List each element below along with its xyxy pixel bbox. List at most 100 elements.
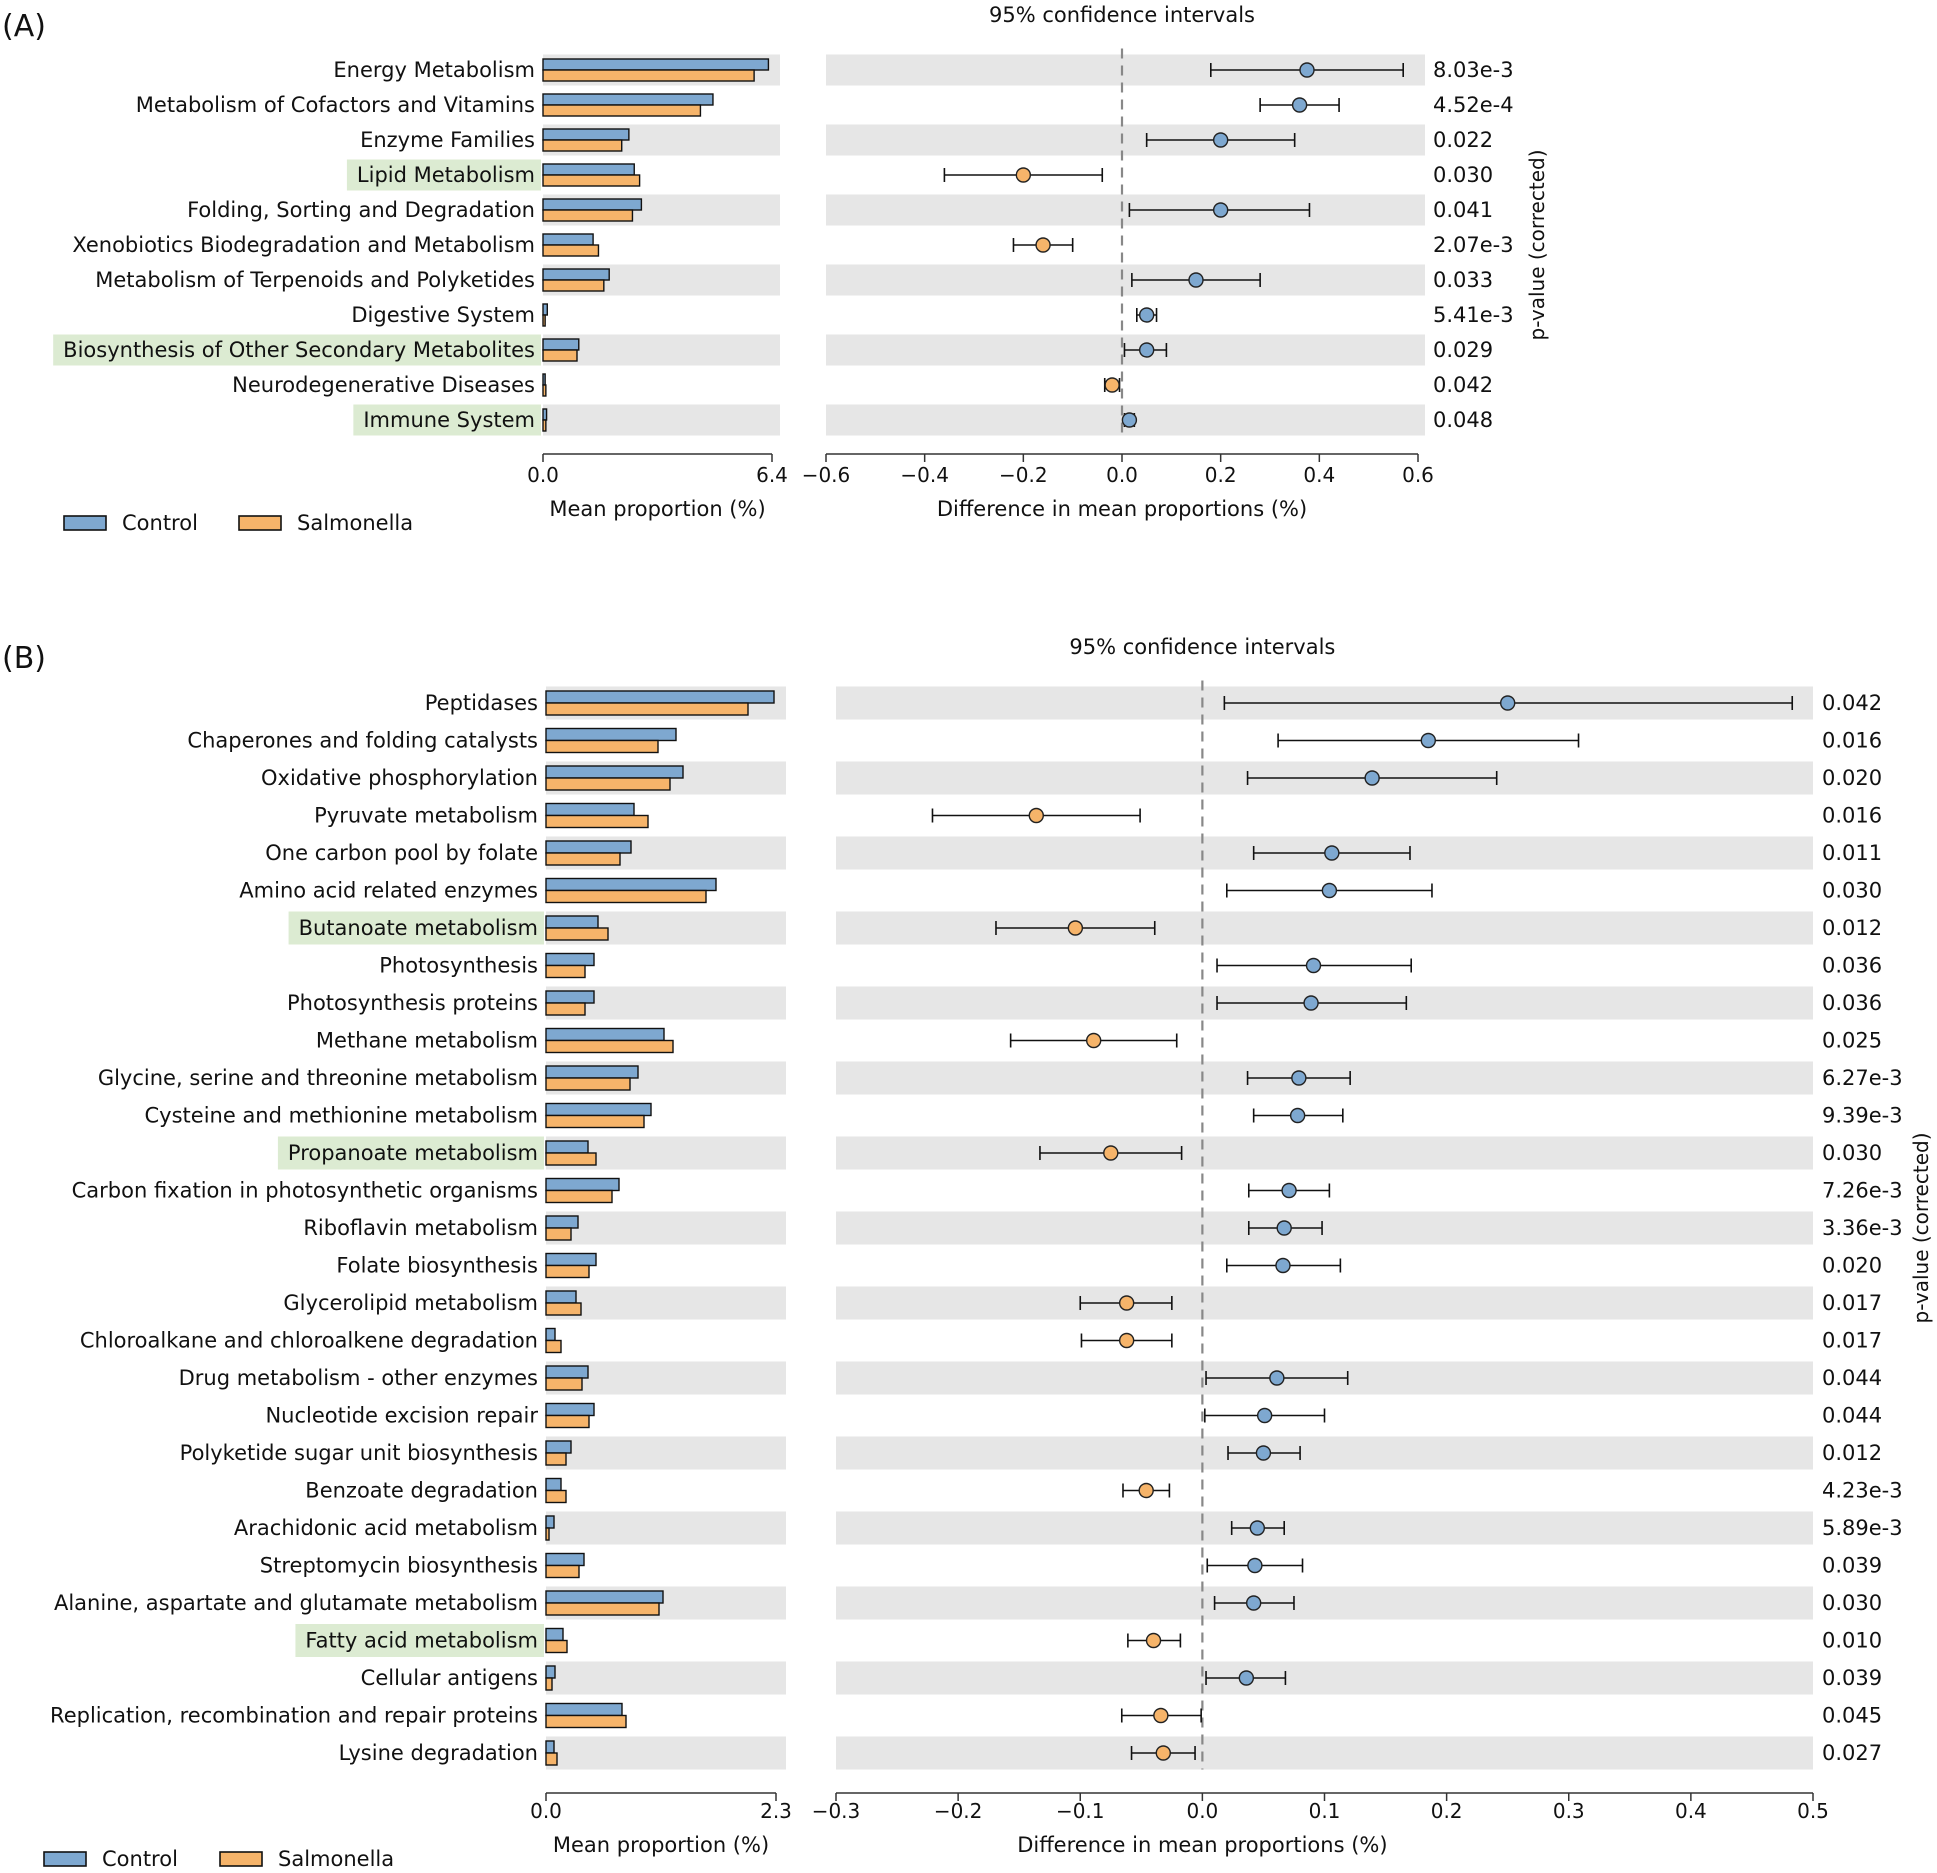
p-value: 4.52e-4 (1433, 93, 1514, 117)
mean-difference-point (1067, 920, 1084, 936)
bar-tick-label: 6.4 (756, 463, 788, 487)
bar-salmonella (545, 1302, 582, 1316)
mean-difference-point (1138, 307, 1155, 323)
mean-difference-point (1153, 1707, 1169, 1724)
bar-axis-title: Mean proportion (%) (549, 497, 765, 521)
legend-control-label: Control (122, 511, 198, 535)
bar-salmonella (542, 419, 547, 432)
bar-salmonella (545, 1489, 567, 1504)
category-label: Immune System (363, 408, 535, 432)
mean-difference-point (1276, 1220, 1292, 1236)
p-value: 0.027 (1822, 1741, 1882, 1765)
category-label: Xenobiotics Biodegradation and Metabolis… (72, 233, 535, 257)
category-label: Arachidonic acid metabolism (234, 1516, 538, 1540)
mean-difference-point (1303, 995, 1319, 1011)
p-value: 0.025 (1822, 1029, 1882, 1053)
p-value: 0.042 (1433, 373, 1493, 397)
bar-control (545, 952, 595, 967)
category-label: Chloroalkane and chloroalkene degradatio… (80, 1329, 538, 1353)
bar-salmonella (545, 927, 609, 941)
diff-tick-label: −0.1 (1056, 1799, 1105, 1823)
p-value: 5.89e-3 (1822, 1516, 1903, 1540)
mean-difference-point (1145, 1632, 1162, 1649)
bar-control (542, 58, 770, 71)
p-value: 0.030 (1822, 1141, 1882, 1165)
bar-control (545, 1552, 585, 1567)
bar-control (545, 840, 632, 854)
bar-salmonella (542, 174, 641, 187)
p-value: 0.022 (1433, 128, 1493, 152)
category-label: Peptidases (425, 691, 538, 715)
row-stripe-diff (836, 911, 1813, 945)
p-value: 5.41e-3 (1433, 303, 1514, 327)
p-value: 0.048 (1433, 408, 1493, 432)
category-label: Neurodegenerative Diseases (232, 373, 535, 397)
bar-salmonella (545, 1114, 645, 1129)
row-stripe-diff (836, 1136, 1813, 1170)
p-value: 0.010 (1822, 1629, 1882, 1653)
legend-salmonella-label: Salmonella (297, 511, 413, 535)
p-value: 0.017 (1822, 1329, 1882, 1353)
p-value: 2.07e-3 (1433, 233, 1514, 257)
category-label: Propanoate metabolism (288, 1141, 538, 1165)
bar-salmonella (545, 1602, 660, 1616)
diff-tick-label: 0.5 (1797, 1799, 1829, 1823)
category-label: Streptomycin biosynthesis (260, 1554, 538, 1578)
mean-difference-point (1420, 732, 1437, 749)
category-label: Pyruvate metabolism (314, 804, 538, 828)
category-label: Cellular antigens (361, 1666, 538, 1690)
category-label: Metabolism of Cofactors and Vitamins (136, 93, 535, 117)
mean-difference-point (1212, 202, 1229, 218)
bar-salmonella (545, 964, 586, 979)
category-label: Cysteine and methionine metabolism (145, 1104, 538, 1128)
p-value: 0.020 (1822, 766, 1882, 790)
bar-tick-label: 2.3 (760, 1799, 792, 1823)
bar-salmonella (545, 777, 671, 791)
bar-salmonella (542, 384, 547, 397)
mean-difference-point (1103, 1145, 1119, 1161)
p-value: 0.029 (1433, 338, 1493, 362)
panel-b: (B) 95% confidence intervals Peptidases Cha… (2, 635, 1933, 1871)
category-label: Polyketide sugar unit biosynthesis (180, 1441, 538, 1465)
row-stripe-bar (546, 1211, 786, 1245)
bar-tick-label: 0.0 (527, 463, 559, 487)
bar-salmonella (545, 1002, 586, 1016)
bar-salmonella (545, 1152, 597, 1166)
diff-tick-label: 0.2 (1431, 1799, 1463, 1823)
bar-salmonella (545, 1039, 674, 1054)
diff-tick-label: −0.2 (934, 1799, 983, 1823)
bar-control (545, 727, 677, 742)
row-stripe-diff (826, 194, 1425, 226)
category-label: Oxidative phosphorylation (261, 766, 538, 790)
row-stripe-diff (836, 1211, 1813, 1245)
p-value: 0.044 (1822, 1366, 1882, 1390)
p-value: 0.030 (1822, 879, 1882, 903)
mean-difference-point (1104, 377, 1120, 393)
bar-control (545, 1402, 595, 1417)
p-value: 0.045 (1822, 1704, 1882, 1728)
category-label: Drug metabolism - other enzymes (179, 1366, 538, 1390)
category-label: Biosynthesis of Other Secondary Metaboli… (63, 338, 535, 362)
bar-control (545, 1515, 555, 1529)
mean-difference-point (1188, 272, 1204, 288)
row-stripe-bar (546, 1661, 786, 1695)
mean-difference-point (1028, 807, 1044, 824)
diff-tick-label: −0.2 (999, 463, 1048, 487)
legend-salmonella-swatch (238, 515, 282, 531)
bar-control (545, 1665, 556, 1679)
category-label: Lysine degradation (339, 1741, 538, 1765)
bar-control (545, 1590, 664, 1604)
mean-difference-point (1085, 1032, 1102, 1049)
category-highlight (295, 1624, 544, 1657)
diff-tick-label: −0.6 (802, 463, 851, 487)
mean-difference-point (1305, 957, 1322, 974)
p-value: 0.020 (1822, 1254, 1882, 1278)
bar-salmonella (545, 1414, 590, 1429)
diff-axis-title: Difference in mean proportions (%) (1017, 1833, 1387, 1857)
bar-control (545, 1627, 564, 1642)
bar-control (545, 1252, 597, 1267)
category-label: Enzyme Families (360, 128, 535, 152)
p-value: 0.039 (1822, 1666, 1882, 1690)
bar-control (545, 1027, 665, 1042)
row-stripe-bar (543, 334, 780, 366)
